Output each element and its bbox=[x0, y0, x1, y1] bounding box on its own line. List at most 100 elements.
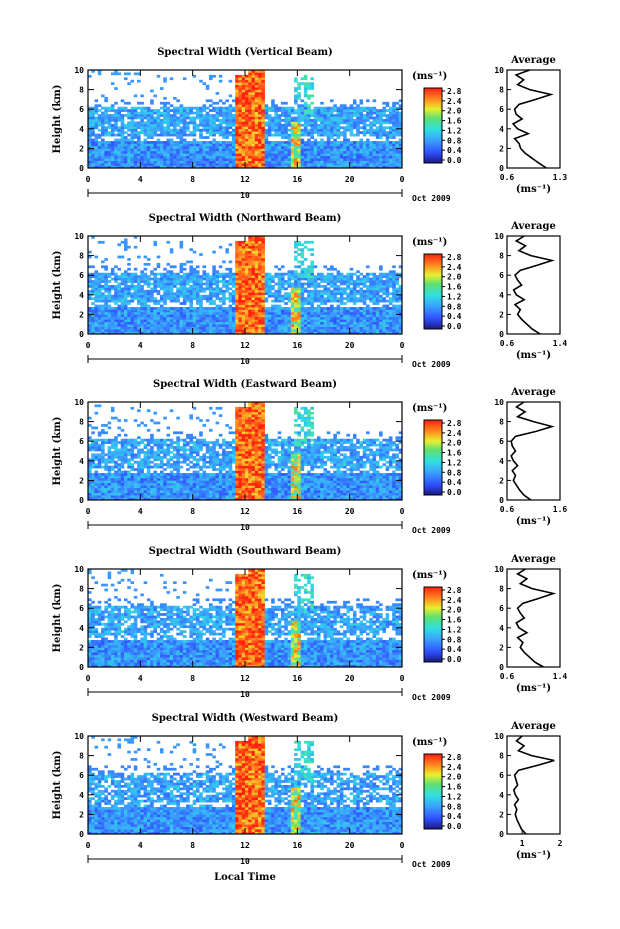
heatmap-cell bbox=[339, 329, 344, 332]
heatmap-cell bbox=[300, 106, 305, 110]
heatmap-cell bbox=[228, 131, 233, 134]
heatmap-cell bbox=[225, 319, 229, 323]
heatmap-cell bbox=[117, 165, 122, 169]
heatmap-cell bbox=[284, 158, 288, 161]
heatmap-cell bbox=[133, 111, 138, 115]
heatmap-cell bbox=[280, 324, 285, 327]
heatmap-cell bbox=[343, 148, 347, 152]
heatmap-cell bbox=[254, 114, 259, 117]
heatmap-cell bbox=[297, 138, 301, 142]
heatmap-cell bbox=[251, 77, 256, 81]
heatmap-cell bbox=[333, 299, 337, 303]
heatmap-cell bbox=[130, 280, 135, 283]
heatmap-cell bbox=[382, 114, 386, 117]
heatmap-cell bbox=[123, 72, 128, 76]
heatmap-cell bbox=[359, 111, 364, 115]
heatmap-cell bbox=[280, 150, 285, 154]
heatmap-cell bbox=[156, 119, 161, 122]
heatmap-cell bbox=[388, 292, 393, 296]
heatmap-cell bbox=[300, 272, 305, 276]
heatmap-cell bbox=[176, 153, 180, 157]
heatmap-cell bbox=[225, 128, 229, 132]
heatmap-cell bbox=[297, 280, 301, 283]
heatmap-cell bbox=[231, 321, 236, 325]
heatmap-cell bbox=[88, 324, 92, 327]
y-tick-label: 2 bbox=[79, 144, 84, 153]
heatmap-cell bbox=[101, 324, 105, 327]
heatmap-cell bbox=[143, 275, 148, 278]
heatmap-cell bbox=[182, 331, 187, 335]
heatmap-cell bbox=[258, 240, 262, 244]
heatmap-cell bbox=[294, 116, 298, 120]
heatmap-cell bbox=[284, 311, 288, 315]
heatmap-cell bbox=[150, 128, 154, 132]
heatmap-cell bbox=[195, 294, 200, 298]
heatmap-cell bbox=[274, 294, 279, 298]
heatmap-cell bbox=[326, 155, 331, 159]
heatmap-cell bbox=[104, 131, 108, 134]
heatmap-cell bbox=[320, 158, 324, 161]
heatmap-cell bbox=[294, 245, 298, 249]
heatmap-cell bbox=[186, 126, 190, 130]
heatmap-cell bbox=[392, 326, 396, 330]
heatmap-cell bbox=[176, 155, 180, 159]
heatmap-cell bbox=[88, 138, 92, 142]
heatmap-cell bbox=[352, 109, 357, 112]
heatmap-cell bbox=[163, 280, 167, 283]
heatmap-cell bbox=[104, 155, 108, 159]
x-tick-label: 8 bbox=[190, 341, 195, 350]
heatmap-cell bbox=[212, 109, 216, 112]
heatmap-cell bbox=[326, 136, 331, 139]
heatmap-cell bbox=[222, 155, 226, 159]
heatmap-cell bbox=[94, 121, 99, 125]
heatmap-cell bbox=[352, 289, 357, 293]
heatmap-cell bbox=[303, 128, 308, 132]
heatmap-cell bbox=[140, 131, 144, 134]
heatmap-cell bbox=[235, 319, 239, 323]
heatmap-cell bbox=[97, 104, 102, 108]
heatmap-cell bbox=[150, 324, 154, 327]
heatmap-cell bbox=[339, 282, 344, 286]
heatmap-cell bbox=[195, 111, 200, 115]
heatmap-cell bbox=[261, 299, 265, 303]
heatmap-cell bbox=[264, 150, 269, 154]
heatmap-cell bbox=[339, 319, 344, 323]
heatmap-cell bbox=[330, 111, 334, 115]
heatmap-cell bbox=[218, 324, 223, 327]
heatmap-cell bbox=[97, 304, 102, 308]
heatmap-cell bbox=[323, 285, 328, 288]
heatmap-cell bbox=[343, 324, 347, 327]
heatmap-cell bbox=[182, 262, 187, 266]
heatmap-cell bbox=[222, 297, 226, 300]
heatmap-cell bbox=[330, 109, 334, 112]
heatmap-cell bbox=[88, 316, 92, 320]
heatmap-cell bbox=[127, 150, 131, 154]
heatmap-cell bbox=[297, 128, 301, 132]
heatmap-cell bbox=[91, 319, 95, 323]
heatmap-cell bbox=[195, 270, 200, 274]
heatmap-cell bbox=[127, 321, 131, 325]
heatmap-cell bbox=[123, 314, 128, 318]
heatmap-cell bbox=[166, 329, 171, 332]
heatmap-cell bbox=[110, 153, 115, 157]
heatmap-cell bbox=[349, 307, 354, 310]
heatmap-cell bbox=[179, 243, 184, 247]
heatmap-cell bbox=[375, 311, 380, 315]
heatmap-cell bbox=[225, 287, 229, 291]
heatmap-cell bbox=[369, 316, 373, 320]
heatmap-cell bbox=[94, 314, 99, 318]
heatmap-cell bbox=[267, 319, 272, 323]
heatmap-cell bbox=[159, 331, 164, 335]
heatmap-cell bbox=[212, 294, 216, 298]
heatmap-cell bbox=[133, 143, 138, 147]
heatmap-cell bbox=[372, 282, 377, 286]
heatmap-cell bbox=[94, 158, 99, 161]
heatmap-cell bbox=[251, 123, 256, 127]
heatmap-cell bbox=[251, 270, 256, 274]
heatmap-cell bbox=[388, 321, 393, 325]
heatmap-cell bbox=[274, 104, 279, 108]
heatmap-cell bbox=[251, 299, 256, 303]
heatmap-cell bbox=[146, 319, 151, 323]
heatmap-cell bbox=[336, 119, 341, 122]
heatmap-cell bbox=[146, 114, 151, 117]
